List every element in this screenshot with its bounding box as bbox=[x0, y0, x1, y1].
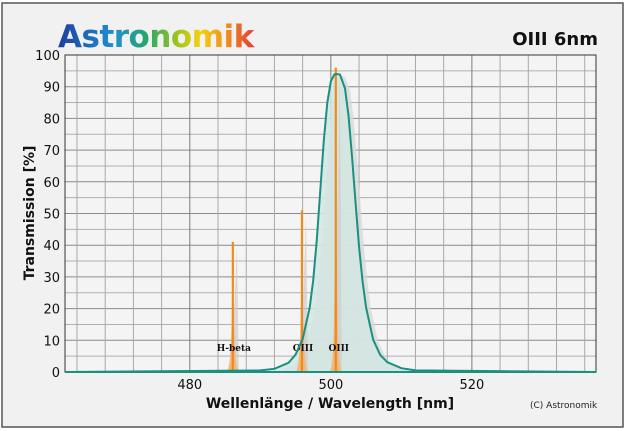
x-tick-label: 520 bbox=[459, 378, 484, 393]
emission-line-shadow bbox=[298, 214, 308, 372]
emission-line-label: H-beta bbox=[217, 344, 251, 354]
y-tick-label: 20 bbox=[43, 303, 60, 318]
y-tick-label: 70 bbox=[43, 144, 60, 159]
y-tick-label: 80 bbox=[43, 112, 60, 127]
astronomik-logo: Astronomik bbox=[58, 19, 256, 55]
tick-labels: 0 10 20 30 40 50 60 70 80 90 100 480 500 520 bbox=[35, 49, 484, 393]
x-tick-label: 500 bbox=[318, 378, 343, 393]
y-tick-label: 100 bbox=[35, 49, 60, 64]
filter-curve-line bbox=[64, 73, 597, 373]
emission-line-shadow bbox=[229, 246, 239, 372]
x-axis-label: Wellenlänge / Wavelength [nm] bbox=[206, 396, 454, 412]
x-tick-label: 480 bbox=[177, 378, 202, 393]
emission-line-label: OIII bbox=[329, 344, 349, 354]
y-tick-label: 30 bbox=[43, 271, 60, 286]
y-tick-label: 90 bbox=[43, 81, 60, 96]
y-axis-label: Transmission [%] bbox=[22, 146, 38, 281]
y-tick-label: 40 bbox=[43, 239, 60, 254]
y-tick-label: 60 bbox=[43, 176, 60, 191]
copyright-text: (C) Astronomik bbox=[530, 401, 598, 411]
chart-title: OIII 6nm bbox=[512, 29, 598, 50]
emission-line-label: OIII bbox=[293, 344, 313, 354]
y-tick-label: 10 bbox=[43, 334, 60, 349]
y-tick-label: 0 bbox=[52, 366, 60, 381]
emission-line-shadow bbox=[332, 71, 342, 373]
plot-marks: H-beta OIII OIII bbox=[64, 67, 597, 373]
y-tick-label: 50 bbox=[43, 208, 60, 223]
